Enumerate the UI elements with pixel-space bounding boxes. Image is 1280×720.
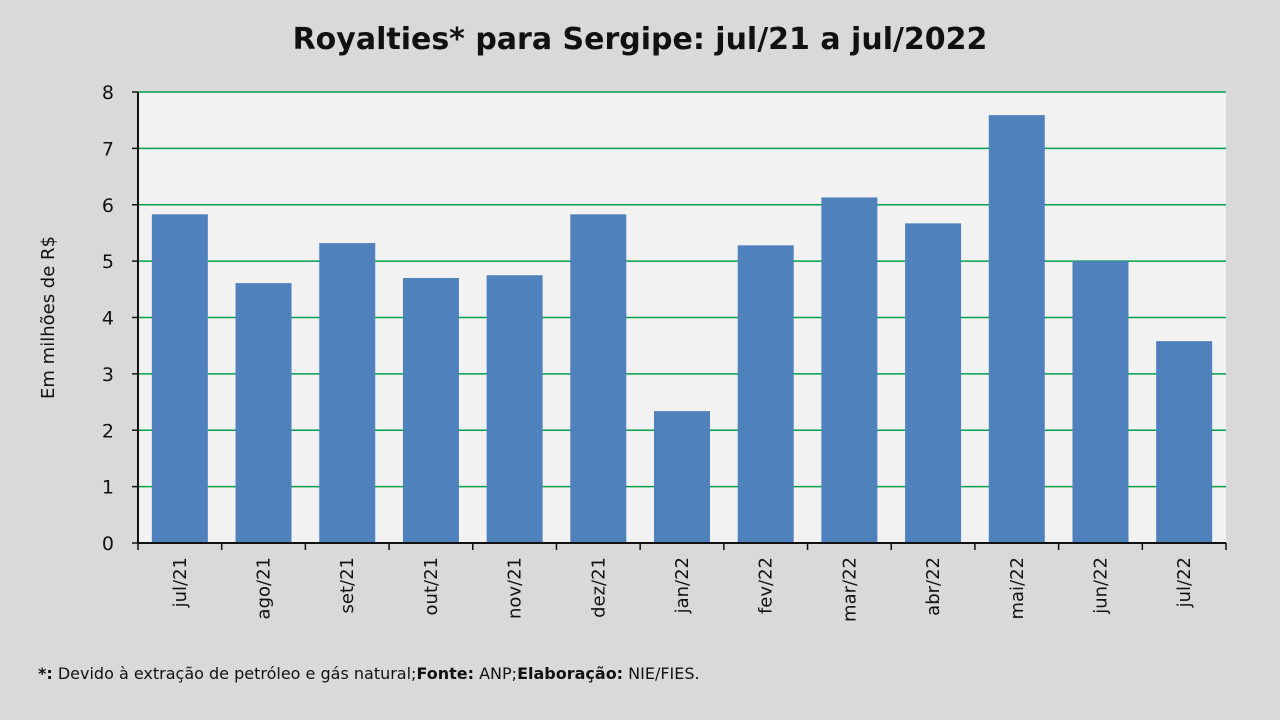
x-tick-label: fev/22: [756, 557, 777, 614]
footnote-star-text: Devido à extração de petróleo e gás natu…: [52, 664, 417, 683]
x-tick-label: out/21: [421, 557, 442, 615]
bar: [1156, 341, 1213, 543]
y-axis-label: Em milhões de R$: [38, 236, 59, 399]
bar: [821, 197, 878, 543]
y-tick-label: 1: [102, 477, 114, 499]
x-tick-label: mar/22: [839, 557, 860, 622]
footnote-elab-label: Elaboração:: [517, 664, 624, 683]
bar: [151, 214, 208, 544]
footnote-source-label: Fonte:: [416, 664, 475, 683]
x-tick-label: dez/21: [588, 557, 609, 618]
chart-title: Royalties* para Sergipe: jul/21 a jul/20…: [292, 22, 988, 57]
footnote-elab-text: NIE/FIES.: [623, 664, 700, 683]
footnote-source-text: ANP;: [474, 664, 518, 683]
x-tick-label: jul/21: [170, 557, 191, 608]
y-tick-label: 8: [102, 82, 114, 104]
bar: [319, 243, 376, 543]
bar: [570, 214, 627, 544]
x-tick-label: mai/22: [1007, 557, 1028, 620]
y-tick-label: 3: [102, 364, 114, 386]
y-tick-label: 0: [102, 533, 114, 555]
footnote-star-label: *:: [38, 664, 53, 683]
y-tick-label: 2: [102, 420, 114, 442]
bar: [737, 245, 794, 543]
y-tick-label: 7: [102, 138, 114, 160]
x-tick-label: abr/22: [923, 557, 944, 616]
bar: [988, 115, 1045, 544]
x-tick-label: ago/21: [254, 557, 275, 619]
bar: [654, 411, 710, 543]
x-tick-label: set/21: [337, 557, 358, 613]
bar: [402, 278, 459, 543]
x-tick-label: jan/22: [672, 557, 693, 614]
x-tick-label: nov/21: [505, 557, 526, 619]
bar: [1072, 261, 1129, 543]
y-tick-label: 5: [102, 251, 114, 273]
bar: [486, 275, 543, 543]
bar: [905, 223, 962, 543]
y-tick-label: 6: [102, 195, 114, 217]
footnote: *: Devido à extração de petróleo e gás n…: [38, 664, 700, 683]
x-tick-label: jun/22: [1090, 557, 1111, 615]
bar: [235, 283, 292, 543]
x-tick-label: jul/22: [1174, 557, 1195, 608]
y-tick-label: 4: [102, 308, 114, 330]
